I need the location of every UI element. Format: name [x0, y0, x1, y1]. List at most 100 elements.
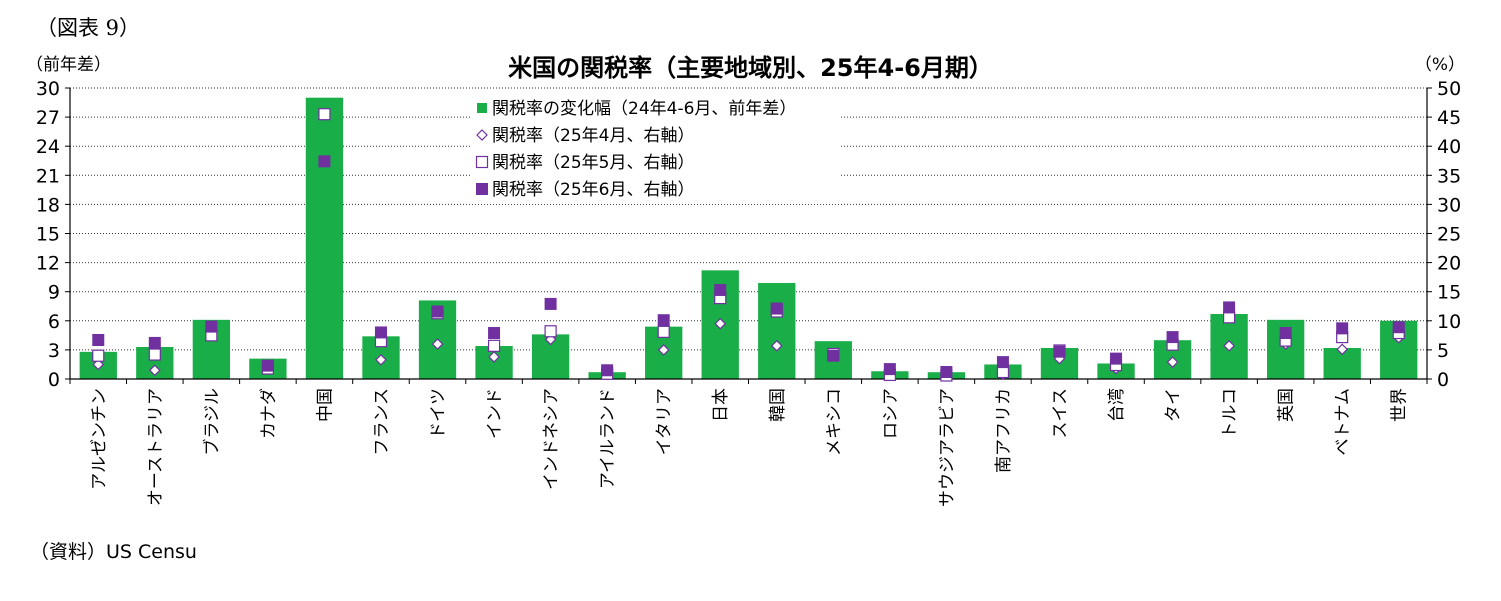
category-label: ブラジル [201, 388, 222, 456]
left-axis-tick-label: 6 [48, 311, 60, 333]
right-axis-tick-label: 25 [1437, 224, 1461, 246]
right-axis-tick-label: 35 [1437, 165, 1461, 187]
category-label: サウジアラビア [937, 388, 957, 507]
category-label: イタリア [655, 388, 675, 455]
bar [758, 282, 796, 379]
right-axis-tick-label: 50 [1437, 78, 1461, 100]
marker-square-open [92, 349, 105, 362]
marker-square-filled [1392, 321, 1405, 334]
legend-label: 関税率（25年6月、右軸） [492, 180, 694, 200]
category-label: フランス [372, 388, 392, 456]
category-label: ベトナム [1333, 388, 1353, 456]
marker-diamond [1223, 339, 1235, 352]
left-axis-tick-label: 3 [48, 340, 60, 362]
legend-label: 関税率（25年5月、右軸） [492, 153, 694, 173]
right-axis-tick-label: 20 [1437, 253, 1461, 275]
category-label: 中国 [315, 388, 335, 422]
marker-square-open [996, 365, 1010, 379]
marker-square-filled [261, 359, 274, 372]
marker-square-filled [205, 320, 218, 333]
category-label: 英国 [1277, 388, 1297, 422]
legend-box [470, 92, 840, 204]
marker-square-filled [544, 297, 557, 310]
marker-square-filled [318, 155, 331, 168]
marker-diamond [148, 364, 161, 377]
left-axis-tick-label: 27 [36, 107, 60, 129]
category-label: 世界 [1390, 388, 1410, 422]
left-axis-tick-label: 15 [36, 224, 60, 246]
source-note: （資料）US Censu [30, 541, 197, 563]
right-axis-tick-label: 40 [1437, 136, 1461, 158]
category-label: 韓国 [768, 388, 788, 422]
right-axis-tick-label: 15 [1437, 282, 1461, 304]
legend-swatch-bar [477, 103, 487, 113]
category-label: ロシア [881, 388, 901, 439]
marker-diamond [92, 358, 105, 371]
category-label: オーストラリア [146, 388, 166, 506]
marker-diamond [1336, 343, 1349, 356]
category-label: 日本 [711, 388, 731, 422]
category-label: アイルランド [598, 388, 618, 489]
marker-square-filled [940, 366, 953, 379]
category-label: 台湾 [1107, 388, 1127, 422]
left-axis-tick-label: 0 [48, 369, 60, 391]
marker-square-filled [770, 302, 783, 315]
right-axis-tick-label: 0 [1437, 369, 1449, 391]
marker-square-filled [476, 183, 488, 195]
right-axis-tick-label: 30 [1437, 194, 1461, 216]
marker-square-filled [996, 356, 1009, 369]
marker-square-filled [657, 314, 670, 327]
marker-diamond [488, 351, 500, 363]
marker-square-filled [883, 363, 896, 376]
marker-square-filled [1279, 327, 1292, 340]
marker-square-filled [1336, 322, 1349, 335]
left-axis-unit: （前年差） [26, 55, 111, 75]
marker-square-filled [1166, 331, 1179, 344]
category-label: カナダ [259, 388, 279, 439]
figure-label: （図表 9） [36, 16, 141, 40]
category-label: 南アフリカ [994, 388, 1014, 473]
legend-label: 関税率（25年4月、右軸） [492, 126, 694, 146]
left-axis-tick-label: 30 [36, 78, 60, 100]
marker-square-open [1223, 311, 1236, 324]
left-axis-tick-label: 24 [36, 136, 60, 158]
category-label: ドイツ [429, 388, 449, 439]
marker-square-filled [488, 327, 501, 340]
marker-square-open [657, 325, 670, 338]
category-label: タイ [1164, 388, 1184, 422]
marker-diamond [1166, 356, 1179, 368]
left-axis-tick-label: 9 [48, 282, 60, 304]
marker-square-filled [714, 283, 727, 296]
marker-square-open [475, 155, 489, 169]
right-axis-unit: （%） [1414, 55, 1465, 75]
marker-square-filled [148, 336, 161, 349]
marker-square-open [318, 108, 331, 121]
chart-title: 米国の関税率（主要地域別、25年4-6月期） [508, 54, 993, 82]
category-label: スイス [1050, 388, 1070, 439]
category-label: インドネシア [542, 388, 562, 490]
marker-square-filled [827, 349, 840, 362]
left-axis-tick-label: 18 [36, 194, 60, 216]
left-axis-tick-label: 21 [36, 165, 60, 187]
marker-diamond [770, 339, 783, 352]
left-axis-tick-label: 12 [36, 253, 60, 275]
marker-square-open [148, 348, 161, 361]
marker-diamond [375, 353, 387, 366]
right-axis-tick-label: 10 [1437, 311, 1461, 333]
marker-square-filled [374, 326, 387, 339]
marker-diamond [476, 129, 488, 141]
marker-square-filled [1223, 301, 1236, 314]
category-label: アルゼンチン [89, 388, 109, 490]
marker-square-filled [92, 334, 105, 347]
marker-square-open [544, 325, 557, 338]
category-label: インド [485, 388, 505, 439]
marker-diamond [431, 338, 444, 350]
marker-square-filled [1053, 345, 1066, 358]
category-label: メキシコ [824, 388, 844, 456]
bar [305, 97, 344, 379]
right-axis-tick-label: 5 [1437, 340, 1449, 362]
right-axis-tick-label: 45 [1437, 107, 1461, 129]
marker-diamond [657, 344, 670, 356]
